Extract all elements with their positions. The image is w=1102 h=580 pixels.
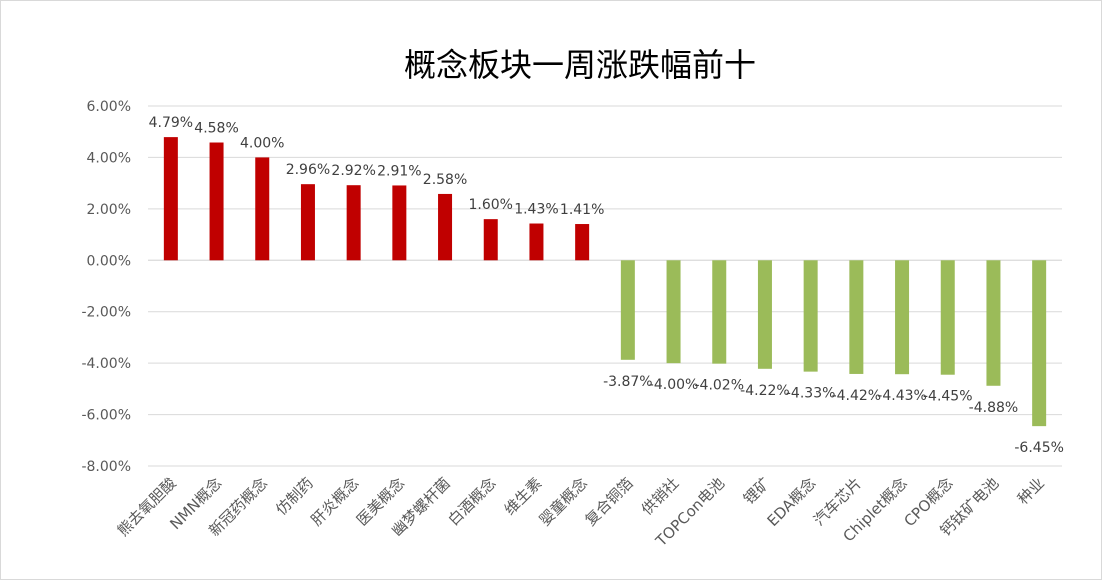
category-label: 熊去氧胆酸	[114, 474, 180, 540]
data-label: 4.58%	[194, 121, 238, 137]
bar	[803, 260, 818, 372]
data-label: 1.60%	[469, 197, 513, 213]
category-label: 维生素	[501, 474, 546, 519]
data-label: -4.00%	[649, 377, 699, 393]
bar	[163, 137, 178, 261]
data-label: 1.41%	[560, 202, 604, 218]
y-axis-ticks: 6.00% 4.00% 2.00% 0.00% -2.00% -4.00% -6.00% -8…	[81, 99, 131, 475]
data-label: 1.43%	[514, 202, 558, 218]
bar	[666, 260, 681, 364]
y-tick-label: -8.00%	[81, 459, 131, 475]
category-label: 供销社	[638, 474, 683, 519]
bar	[300, 184, 315, 261]
bar	[209, 142, 224, 261]
data-label: 2.92%	[331, 163, 375, 179]
bar	[392, 185, 407, 261]
category-label: 肝炎概念	[307, 474, 362, 529]
bar	[849, 260, 864, 374]
category-label: 种业	[1014, 474, 1048, 508]
bar	[1032, 260, 1047, 427]
y-tick-label: 6.00%	[87, 99, 131, 115]
data-label: -4.88%	[969, 400, 1019, 416]
data-label: -4.02%	[694, 378, 744, 394]
data-labels: 4.79% 4.58%4.00%2.96% 2.92% 2.91%2.58%1.60%…	[149, 115, 1064, 456]
data-label: 2.91%	[377, 163, 421, 179]
data-label: -3.87%	[603, 374, 653, 390]
data-label: 4.79%	[149, 115, 193, 131]
y-tick-label: 4.00%	[87, 150, 131, 166]
gridlines	[148, 105, 1062, 467]
category-label: 白酒概念	[444, 474, 499, 529]
bar	[575, 224, 590, 261]
data-label: -4.42%	[832, 388, 882, 404]
data-label: -4.22%	[740, 383, 790, 399]
bar	[940, 260, 955, 375]
category-label: EDA概念	[764, 474, 820, 530]
bar	[620, 260, 635, 360]
y-tick-label: -2.00%	[81, 305, 131, 321]
bar	[529, 223, 544, 261]
chart-title: 概念板块一周涨跌幅前十	[404, 46, 756, 84]
data-label: 4.00%	[240, 135, 284, 151]
y-tick-label: 0.00%	[87, 253, 131, 269]
bar	[483, 219, 498, 261]
bar	[712, 260, 727, 364]
category-label: 锂矿	[740, 474, 774, 508]
data-label: 2.96%	[286, 162, 330, 178]
bar	[346, 185, 361, 261]
data-label: -4.43%	[877, 388, 927, 404]
y-tick-label: 2.00%	[87, 202, 131, 218]
category-label: 仿制药	[272, 474, 317, 519]
bar	[895, 260, 910, 375]
data-label: -6.45%	[1014, 440, 1064, 456]
category-label: 婴童概念	[536, 474, 591, 529]
bar	[255, 157, 270, 261]
bar	[986, 260, 1001, 386]
data-label: -4.45%	[923, 389, 973, 405]
bar	[438, 193, 453, 261]
bars	[163, 137, 1047, 427]
data-label: 2.58%	[423, 172, 467, 188]
data-label: -4.33%	[786, 386, 836, 402]
y-tick-label: -6.00%	[81, 408, 131, 424]
category-label: 复合铜箔	[582, 474, 637, 529]
y-tick-label: -4.00%	[81, 356, 131, 372]
bar	[757, 260, 772, 369]
